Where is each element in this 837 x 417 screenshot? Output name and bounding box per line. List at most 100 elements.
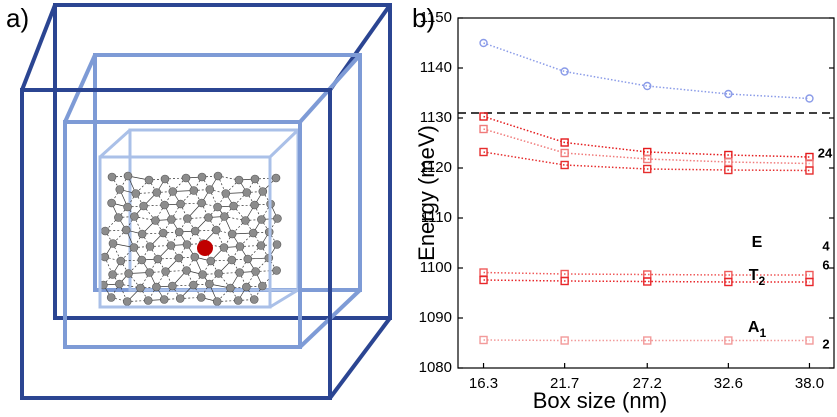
atom [242,283,250,291]
cube-edge [270,130,298,157]
atom [214,203,222,211]
atom [116,186,124,194]
x-tick-label: 27.2 [633,375,662,392]
atom [220,213,228,221]
atom [109,271,117,279]
atom [206,186,214,194]
atom [212,226,220,234]
state-symbol: E [752,234,763,251]
atom [169,188,177,196]
atom [244,255,252,263]
atom [125,270,133,278]
plot-frame [458,18,834,368]
atom [162,268,170,276]
atom [251,201,259,209]
series-line [484,43,810,99]
series-line [484,117,810,158]
atom [230,202,238,210]
atom [136,284,144,292]
y-tick-label: 1100 [420,259,452,276]
atom [109,240,117,248]
atom [183,267,191,275]
atom [228,230,236,238]
defect-atom [197,240,213,256]
atom [243,189,251,197]
cube-back-face [55,5,390,318]
y-tick-label: 1150 [420,9,452,26]
atom [101,227,109,235]
atom [228,256,236,264]
atom [144,297,152,305]
atom [215,270,223,278]
atom [207,257,215,265]
atom [175,228,183,236]
atom [273,215,281,223]
atom [140,202,148,210]
supercell-diagram [22,5,390,398]
state-subscript: 2 [759,274,766,288]
state-symbol: T [749,267,759,284]
atom [204,214,212,222]
atom [191,227,199,235]
atom [138,230,146,238]
atom [257,242,265,250]
atom [190,187,198,195]
atom [168,282,176,290]
atom [214,172,222,180]
atom [161,175,169,183]
atom [123,298,131,306]
panel-label: a) [6,3,29,33]
atom [153,189,161,197]
atom [130,213,138,221]
atom [167,242,175,250]
cube-edge [100,130,130,157]
atom [226,284,234,292]
atom [130,244,138,252]
atom [108,173,116,181]
state-label: A1 [748,319,767,340]
atom [108,199,116,207]
x-tick-label: 38.0 [795,375,824,392]
atom [251,175,259,183]
degeneracy-label: 2 [822,336,829,351]
y-tick-label: 1130 [420,109,452,126]
atom [191,253,199,261]
state-symbol: A [748,319,760,336]
atom [220,244,228,252]
x-tick-label: 32.6 [714,375,743,392]
atom [154,255,162,263]
atom [161,201,169,209]
atom [257,216,265,224]
atom [124,203,132,211]
atom [101,253,109,261]
y-tick-label: 1120 [420,159,452,176]
atom [122,226,130,234]
y-tick-label: 1080 [419,359,452,376]
atom [273,241,281,249]
atom [197,294,205,302]
atom [199,271,207,279]
atom [145,176,153,184]
atom [146,243,154,251]
atom [132,190,140,198]
marker [806,167,813,174]
atom [151,217,159,225]
atom [146,269,154,277]
atom [124,172,132,180]
series-line [484,152,810,171]
atom [159,229,167,237]
atom [175,254,183,262]
atom [259,188,267,196]
y-tick-label: 1110 [421,209,452,226]
y-tick-label: 1090 [419,309,452,326]
atom [138,256,146,264]
x-tick-label: 16.3 [469,375,498,392]
atom [107,294,115,302]
atom [258,282,266,290]
degeneracy-label: 6 [822,257,829,272]
atom [167,216,175,224]
atom [114,214,122,222]
atom [183,241,191,249]
atom [205,280,213,288]
figure: a) b) Box size (nm) Energy (meV) 1080109… [0,0,837,417]
